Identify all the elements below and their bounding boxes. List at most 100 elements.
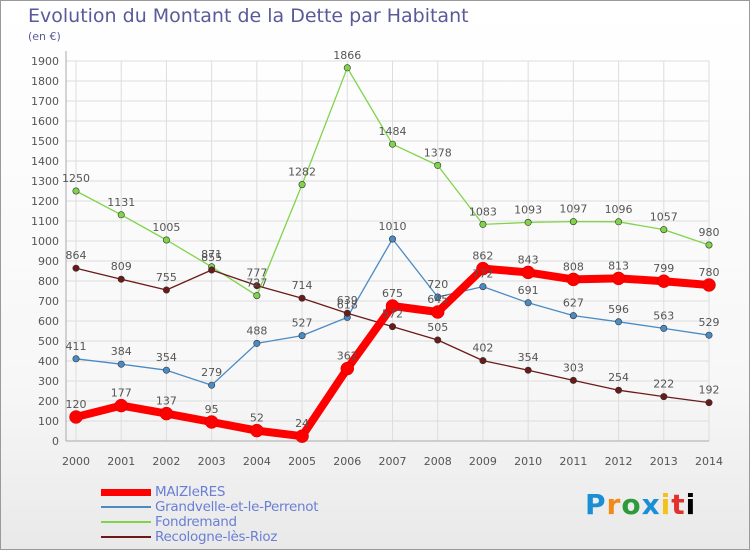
x-tick-label: 2012	[605, 455, 633, 468]
data-point	[253, 292, 261, 300]
data-label: 192	[699, 384, 720, 397]
data-label: 1083	[469, 205, 497, 218]
data-label: 1250	[62, 172, 90, 185]
data-point	[524, 366, 532, 374]
data-point	[569, 312, 577, 320]
y-tick-label: 600	[38, 315, 59, 328]
data-point	[162, 366, 170, 374]
data-label: 177	[111, 387, 132, 400]
data-label: 529	[699, 316, 720, 329]
data-point	[660, 393, 668, 401]
data-label: 402	[472, 342, 493, 355]
data-point	[434, 293, 442, 301]
legend-label: MAIZIeRES	[155, 484, 226, 500]
data-label: 1096	[605, 203, 633, 216]
data-label: 871	[201, 248, 222, 261]
legend-swatch	[101, 536, 151, 538]
data-point	[208, 381, 216, 389]
data-label: 627	[563, 297, 584, 310]
data-point	[69, 410, 83, 424]
data-label: 279	[201, 366, 222, 379]
x-tick-label: 2009	[469, 455, 497, 468]
data-label: 222	[653, 378, 674, 391]
data-point	[117, 211, 125, 219]
data-point	[660, 324, 668, 332]
y-tick-label: 1800	[31, 75, 59, 88]
y-tick-label: 900	[38, 255, 59, 268]
data-label: 362	[337, 350, 358, 363]
data-label: 527	[292, 317, 313, 330]
data-label: 1484	[379, 125, 407, 138]
data-label: 755	[156, 271, 177, 284]
data-label: 813	[608, 259, 629, 272]
data-point	[204, 415, 219, 429]
data-point	[702, 278, 716, 292]
data-label: 639	[337, 294, 358, 307]
y-tick-label: 700	[38, 295, 59, 308]
data-label: 563	[653, 309, 674, 322]
data-label: 411	[66, 340, 87, 353]
data-label: 727	[246, 277, 267, 290]
data-label: 1131	[107, 196, 135, 209]
data-point	[72, 355, 80, 363]
data-point	[343, 309, 351, 317]
data-point	[615, 386, 623, 394]
data-label: 1282	[288, 166, 316, 179]
data-point	[524, 299, 532, 307]
x-tick-label: 2007	[379, 455, 407, 468]
data-point	[479, 283, 487, 291]
data-point	[162, 236, 170, 244]
data-point	[705, 399, 713, 407]
data-label: 1097	[559, 203, 587, 216]
data-label: 772	[472, 268, 493, 281]
x-tick-label: 2006	[333, 455, 361, 468]
data-point	[569, 218, 577, 226]
data-point	[117, 360, 125, 368]
y-tick-label: 1100	[31, 215, 59, 228]
data-point	[524, 218, 532, 226]
data-point	[388, 235, 396, 243]
data-label: 843	[518, 253, 539, 266]
data-point	[388, 140, 396, 148]
data-point	[434, 161, 442, 169]
data-label: 505	[427, 321, 448, 334]
x-tick-label: 2001	[107, 455, 135, 468]
data-point	[298, 181, 306, 189]
data-label: 303	[563, 361, 584, 374]
data-point	[657, 274, 671, 288]
y-tick-label: 1400	[31, 155, 59, 168]
y-tick-label: 100	[38, 415, 59, 428]
data-label: 618	[337, 298, 358, 311]
data-point	[476, 261, 490, 276]
data-point	[660, 226, 668, 234]
data-point	[521, 265, 535, 280]
data-point	[250, 423, 264, 438]
data-label: 691	[518, 284, 539, 297]
data-point	[253, 339, 261, 347]
data-point	[298, 332, 306, 340]
data-label: 980	[699, 226, 720, 239]
data-label: 596	[608, 303, 629, 316]
legend-label: Recologne-lès-Rioz	[155, 529, 278, 545]
data-label: 855	[201, 251, 222, 264]
data-point	[114, 398, 128, 413]
data-label: 254	[608, 371, 629, 384]
x-tick-label: 2004	[243, 455, 271, 468]
data-label: 675	[382, 287, 403, 300]
data-point	[298, 294, 306, 302]
y-tick-label: 1200	[31, 195, 59, 208]
x-tick-label: 2011	[559, 455, 587, 468]
data-point	[343, 64, 351, 72]
proxiti-logo: Proxiti	[585, 488, 697, 521]
data-label: 24	[295, 417, 309, 430]
data-point	[611, 271, 626, 286]
data-label: 808	[563, 260, 584, 273]
x-tick-label: 2014	[695, 455, 723, 468]
data-label: 354	[156, 351, 177, 364]
data-label: 862	[472, 250, 493, 263]
data-point	[295, 429, 309, 443]
x-tick-label: 2013	[650, 455, 678, 468]
line-chart: 0 100 200 300 400 500 600 700 800 900 1000 1100 1200…	[31, 49, 723, 468]
x-tick-label: 2008	[424, 455, 452, 468]
legend-label: Fondremand	[155, 514, 237, 530]
